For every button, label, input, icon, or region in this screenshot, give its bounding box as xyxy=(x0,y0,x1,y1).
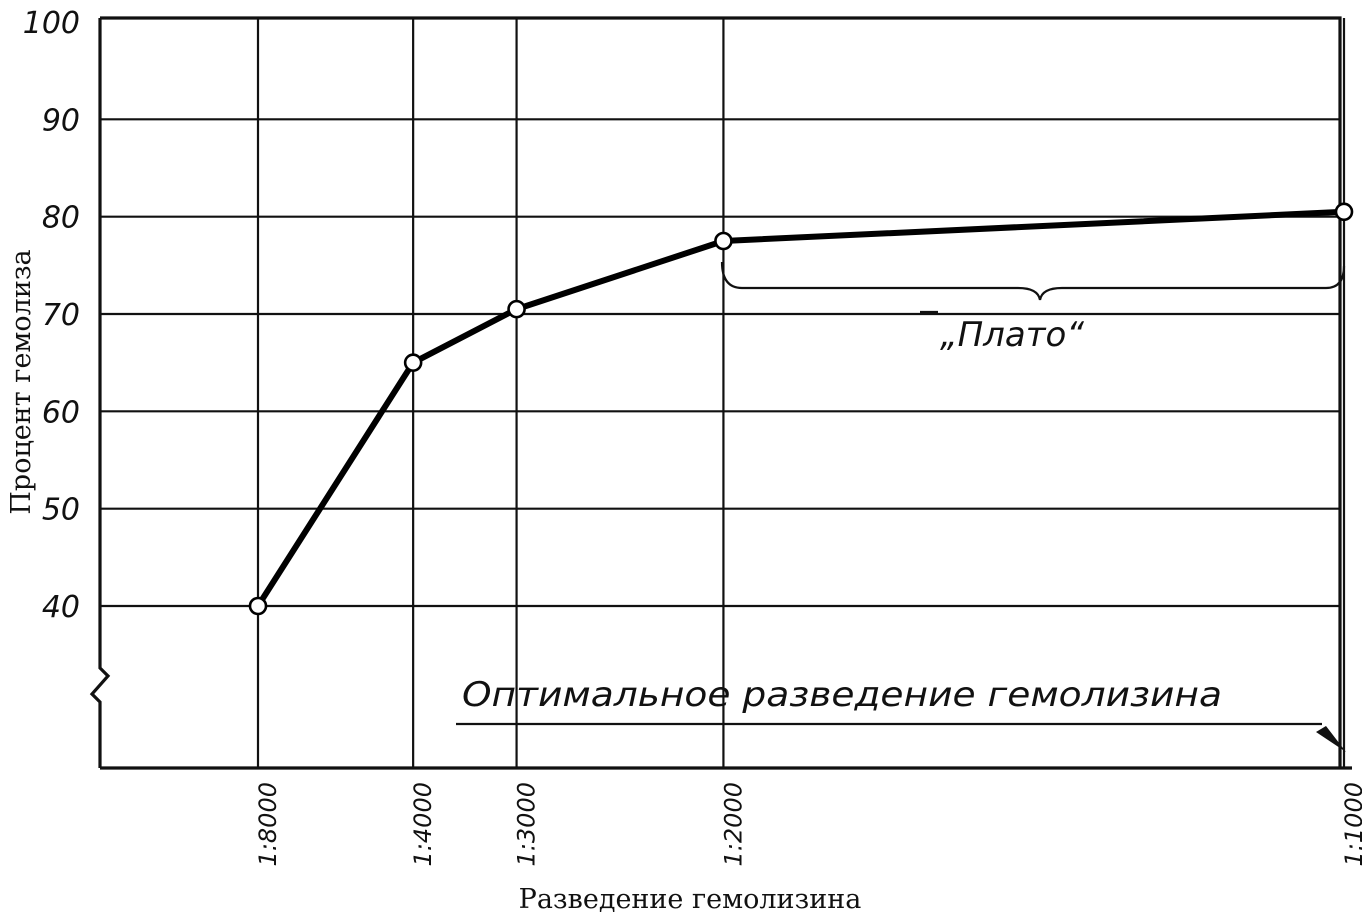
x-tick-labels: 1:8000 1:4000 1:3000 1:2000 1:1000 xyxy=(254,782,1362,866)
data-point-1:1000 xyxy=(1334,202,1354,222)
plateau-brace xyxy=(720,261,1346,301)
y-tick-labels: 100 90 80 70 60 50 40 xyxy=(23,6,80,625)
y-tick-label: 60 xyxy=(42,395,80,430)
horizontal-gridlines xyxy=(100,118,1340,608)
data-point-1:4000 xyxy=(403,353,423,372)
y-tick-label: 50 xyxy=(42,493,80,528)
y-tick-label: 80 xyxy=(42,201,80,236)
x-tick-label: 1:2000 xyxy=(719,782,747,866)
y-tick-label: 100 xyxy=(23,6,80,41)
data-point-1:8000 xyxy=(248,596,268,616)
y-axis-label: Процент гемолиза xyxy=(6,249,37,514)
optimal-dilution-label: Оптимальное разведение гемолизина xyxy=(462,675,1222,715)
y-tick-label: 90 xyxy=(42,103,80,138)
plateau-label: „Плато“ xyxy=(940,315,1084,355)
x-tick-label: 1:1000 xyxy=(1340,782,1362,866)
y-tick-label: 40 xyxy=(42,590,80,625)
x-axis-label: Разведение гемолизина xyxy=(519,884,862,915)
data-point-1:2000 xyxy=(714,231,733,251)
data-point-1:3000 xyxy=(507,299,526,319)
vertical-gridlines xyxy=(256,18,1346,768)
arrow-head-icon xyxy=(1316,726,1346,752)
x-tick-label: 1:3000 xyxy=(513,782,541,866)
plot-top-border xyxy=(100,16,1342,768)
data-points xyxy=(248,202,1354,616)
y-tick-label: 70 xyxy=(42,298,80,333)
x-tick-label: 1:8000 xyxy=(254,782,282,866)
series-line xyxy=(255,208,1347,609)
x-tick-label: 1:4000 xyxy=(409,782,437,866)
y-axis-line xyxy=(89,18,111,768)
